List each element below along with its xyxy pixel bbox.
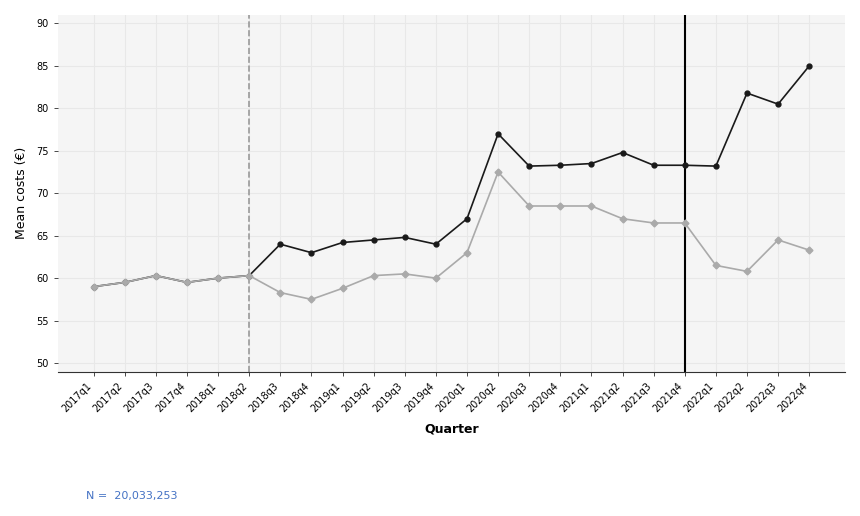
Costs without procurement <box>742 90 752 96</box>
Realized costs <box>337 285 347 292</box>
Costs without procurement <box>804 63 814 69</box>
Realized costs <box>368 272 378 279</box>
Realized costs <box>244 272 255 279</box>
Costs without procurement <box>617 150 628 156</box>
Costs without procurement <box>556 162 566 168</box>
Costs without procurement <box>648 162 659 168</box>
Y-axis label: Mean costs (€): Mean costs (€) <box>15 147 28 239</box>
Realized costs <box>493 169 503 175</box>
Realized costs <box>524 203 534 209</box>
Costs without procurement <box>679 162 690 168</box>
Costs without procurement <box>181 279 192 285</box>
Line: Costs without procurement: Costs without procurement <box>91 63 812 289</box>
Realized costs <box>400 271 410 277</box>
X-axis label: Quarter: Quarter <box>424 422 479 436</box>
Realized costs <box>648 220 659 226</box>
Costs without procurement <box>400 234 410 240</box>
Realized costs <box>710 262 721 268</box>
Costs without procurement <box>462 216 472 222</box>
Costs without procurement <box>306 250 316 256</box>
Costs without procurement <box>120 279 130 285</box>
Costs without procurement <box>89 283 99 289</box>
Costs without procurement <box>213 275 224 281</box>
Costs without procurement <box>587 160 597 167</box>
Costs without procurement <box>524 163 534 169</box>
Realized costs <box>556 203 566 209</box>
Realized costs <box>773 237 783 243</box>
Realized costs <box>89 283 99 289</box>
Costs without procurement <box>275 241 286 247</box>
Costs without procurement <box>337 239 347 246</box>
Realized costs <box>275 289 286 296</box>
Realized costs <box>804 247 814 253</box>
Costs without procurement <box>150 272 161 279</box>
Realized costs <box>213 275 224 281</box>
Realized costs <box>431 275 441 281</box>
Realized costs <box>120 279 130 285</box>
Realized costs <box>679 220 690 226</box>
Costs without procurement <box>368 237 378 243</box>
Text: N =  20,033,253: N = 20,033,253 <box>86 491 177 501</box>
Realized costs <box>181 279 192 285</box>
Realized costs <box>587 203 597 209</box>
Costs without procurement <box>244 272 255 279</box>
Realized costs <box>742 268 752 275</box>
Realized costs <box>150 272 161 279</box>
Realized costs <box>617 216 628 222</box>
Line: Realized costs: Realized costs <box>91 170 812 302</box>
Costs without procurement <box>773 101 783 107</box>
Realized costs <box>306 296 316 302</box>
Costs without procurement <box>710 163 721 169</box>
Costs without procurement <box>431 241 441 247</box>
Realized costs <box>462 250 472 256</box>
Costs without procurement <box>493 131 503 137</box>
